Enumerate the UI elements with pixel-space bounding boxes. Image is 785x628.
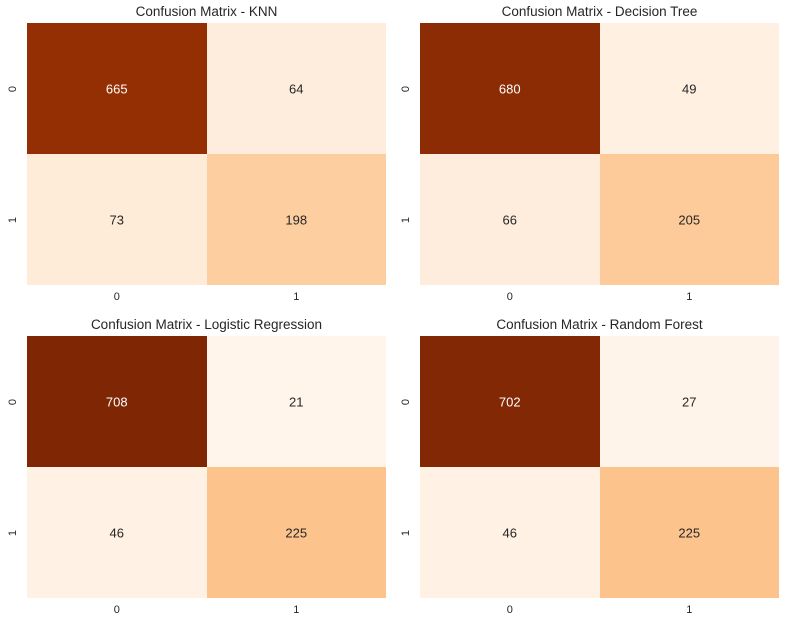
cell-value-label: 73 (109, 212, 124, 227)
heatmap-cell: 66 (420, 154, 600, 285)
heatmap-cell: 21 (206, 336, 386, 467)
x-tick-label: 0 (113, 604, 120, 616)
cell-value-label: 665 (105, 81, 128, 96)
x-tick-label: 1 (293, 604, 300, 616)
heatmap-grid: 708 21 46 225 (27, 336, 386, 598)
x-tick-label: 1 (293, 291, 300, 303)
cell-value-label: 66 (502, 212, 517, 227)
heatmap-cell: 665 (27, 23, 207, 154)
y-tick-label: 0 (400, 85, 412, 92)
confusion-matrix-panel: Confusion Matrix - Decision Tree 680 49 66 2… (400, 4, 779, 315)
heatmap-cell: 46 (27, 467, 207, 598)
heatmap-cell: 225 (599, 467, 779, 598)
cell-value-label: 205 (678, 212, 701, 227)
y-tick-label: 0 (7, 85, 19, 92)
y-tick-label: 1 (400, 529, 412, 536)
heatmap-grid: 665 64 73 198 (27, 23, 386, 285)
y-tick-label: 0 (7, 398, 19, 405)
chart-title: Confusion Matrix - KNN (135, 4, 278, 19)
heatmap-cell: 64 (206, 23, 386, 154)
heatmap-cell: 702 (420, 336, 600, 467)
x-tick-label: 0 (113, 291, 120, 303)
x-tick-label: 0 (506, 291, 513, 303)
cell-value-label: 225 (678, 525, 701, 540)
chart-title: Confusion Matrix - Random Forest (496, 317, 703, 332)
x-tick-label: 1 (686, 604, 693, 616)
cell-value-label: 27 (682, 394, 697, 409)
heatmap-grid: 702 27 46 225 (420, 336, 779, 598)
x-tick-label: 0 (506, 604, 513, 616)
y-tick-label: 0 (400, 398, 412, 405)
cell-value-label: 702 (498, 394, 521, 409)
confusion-matrix-panel: Confusion Matrix - Logistic Regression 70… (7, 317, 386, 628)
cell-value-label: 46 (502, 525, 517, 540)
cell-value-label: 198 (285, 212, 308, 227)
chart-title: Confusion Matrix - Logistic Regression (90, 317, 323, 332)
heatmap-cell: 205 (599, 154, 779, 285)
cell-value-label: 680 (498, 81, 521, 96)
confusion-matrix-panel: Confusion Matrix - Random Forest 702 27 46 2… (400, 317, 779, 628)
confusion-matrix-panel: Confusion Matrix - KNN 665 64 73 198 0 1 0 1 (7, 4, 386, 315)
cell-value-label: 46 (109, 525, 124, 540)
heatmap-cell: 708 (27, 336, 207, 467)
heatmap-grid: 680 49 66 205 (420, 23, 779, 285)
heatmap-cell: 73 (27, 154, 207, 285)
heatmap-cell: 225 (206, 467, 386, 598)
heatmap-cell: 198 (206, 154, 386, 285)
cell-value-label: 21 (289, 394, 304, 409)
cell-value-label: 225 (285, 525, 308, 540)
heatmap-cell: 27 (599, 336, 779, 467)
y-tick-label: 1 (400, 216, 412, 223)
cell-value-label: 49 (682, 81, 697, 96)
heatmap-cell: 46 (420, 467, 600, 598)
cell-value-label: 64 (289, 81, 304, 96)
y-tick-label: 1 (7, 216, 19, 223)
heatmap-cell: 680 (420, 23, 600, 154)
cell-value-label: 708 (105, 394, 128, 409)
y-tick-label: 1 (7, 529, 19, 536)
chart-title: Confusion Matrix - Decision Tree (501, 4, 698, 19)
x-tick-label: 1 (686, 291, 693, 303)
heatmap-cell: 49 (599, 23, 779, 154)
